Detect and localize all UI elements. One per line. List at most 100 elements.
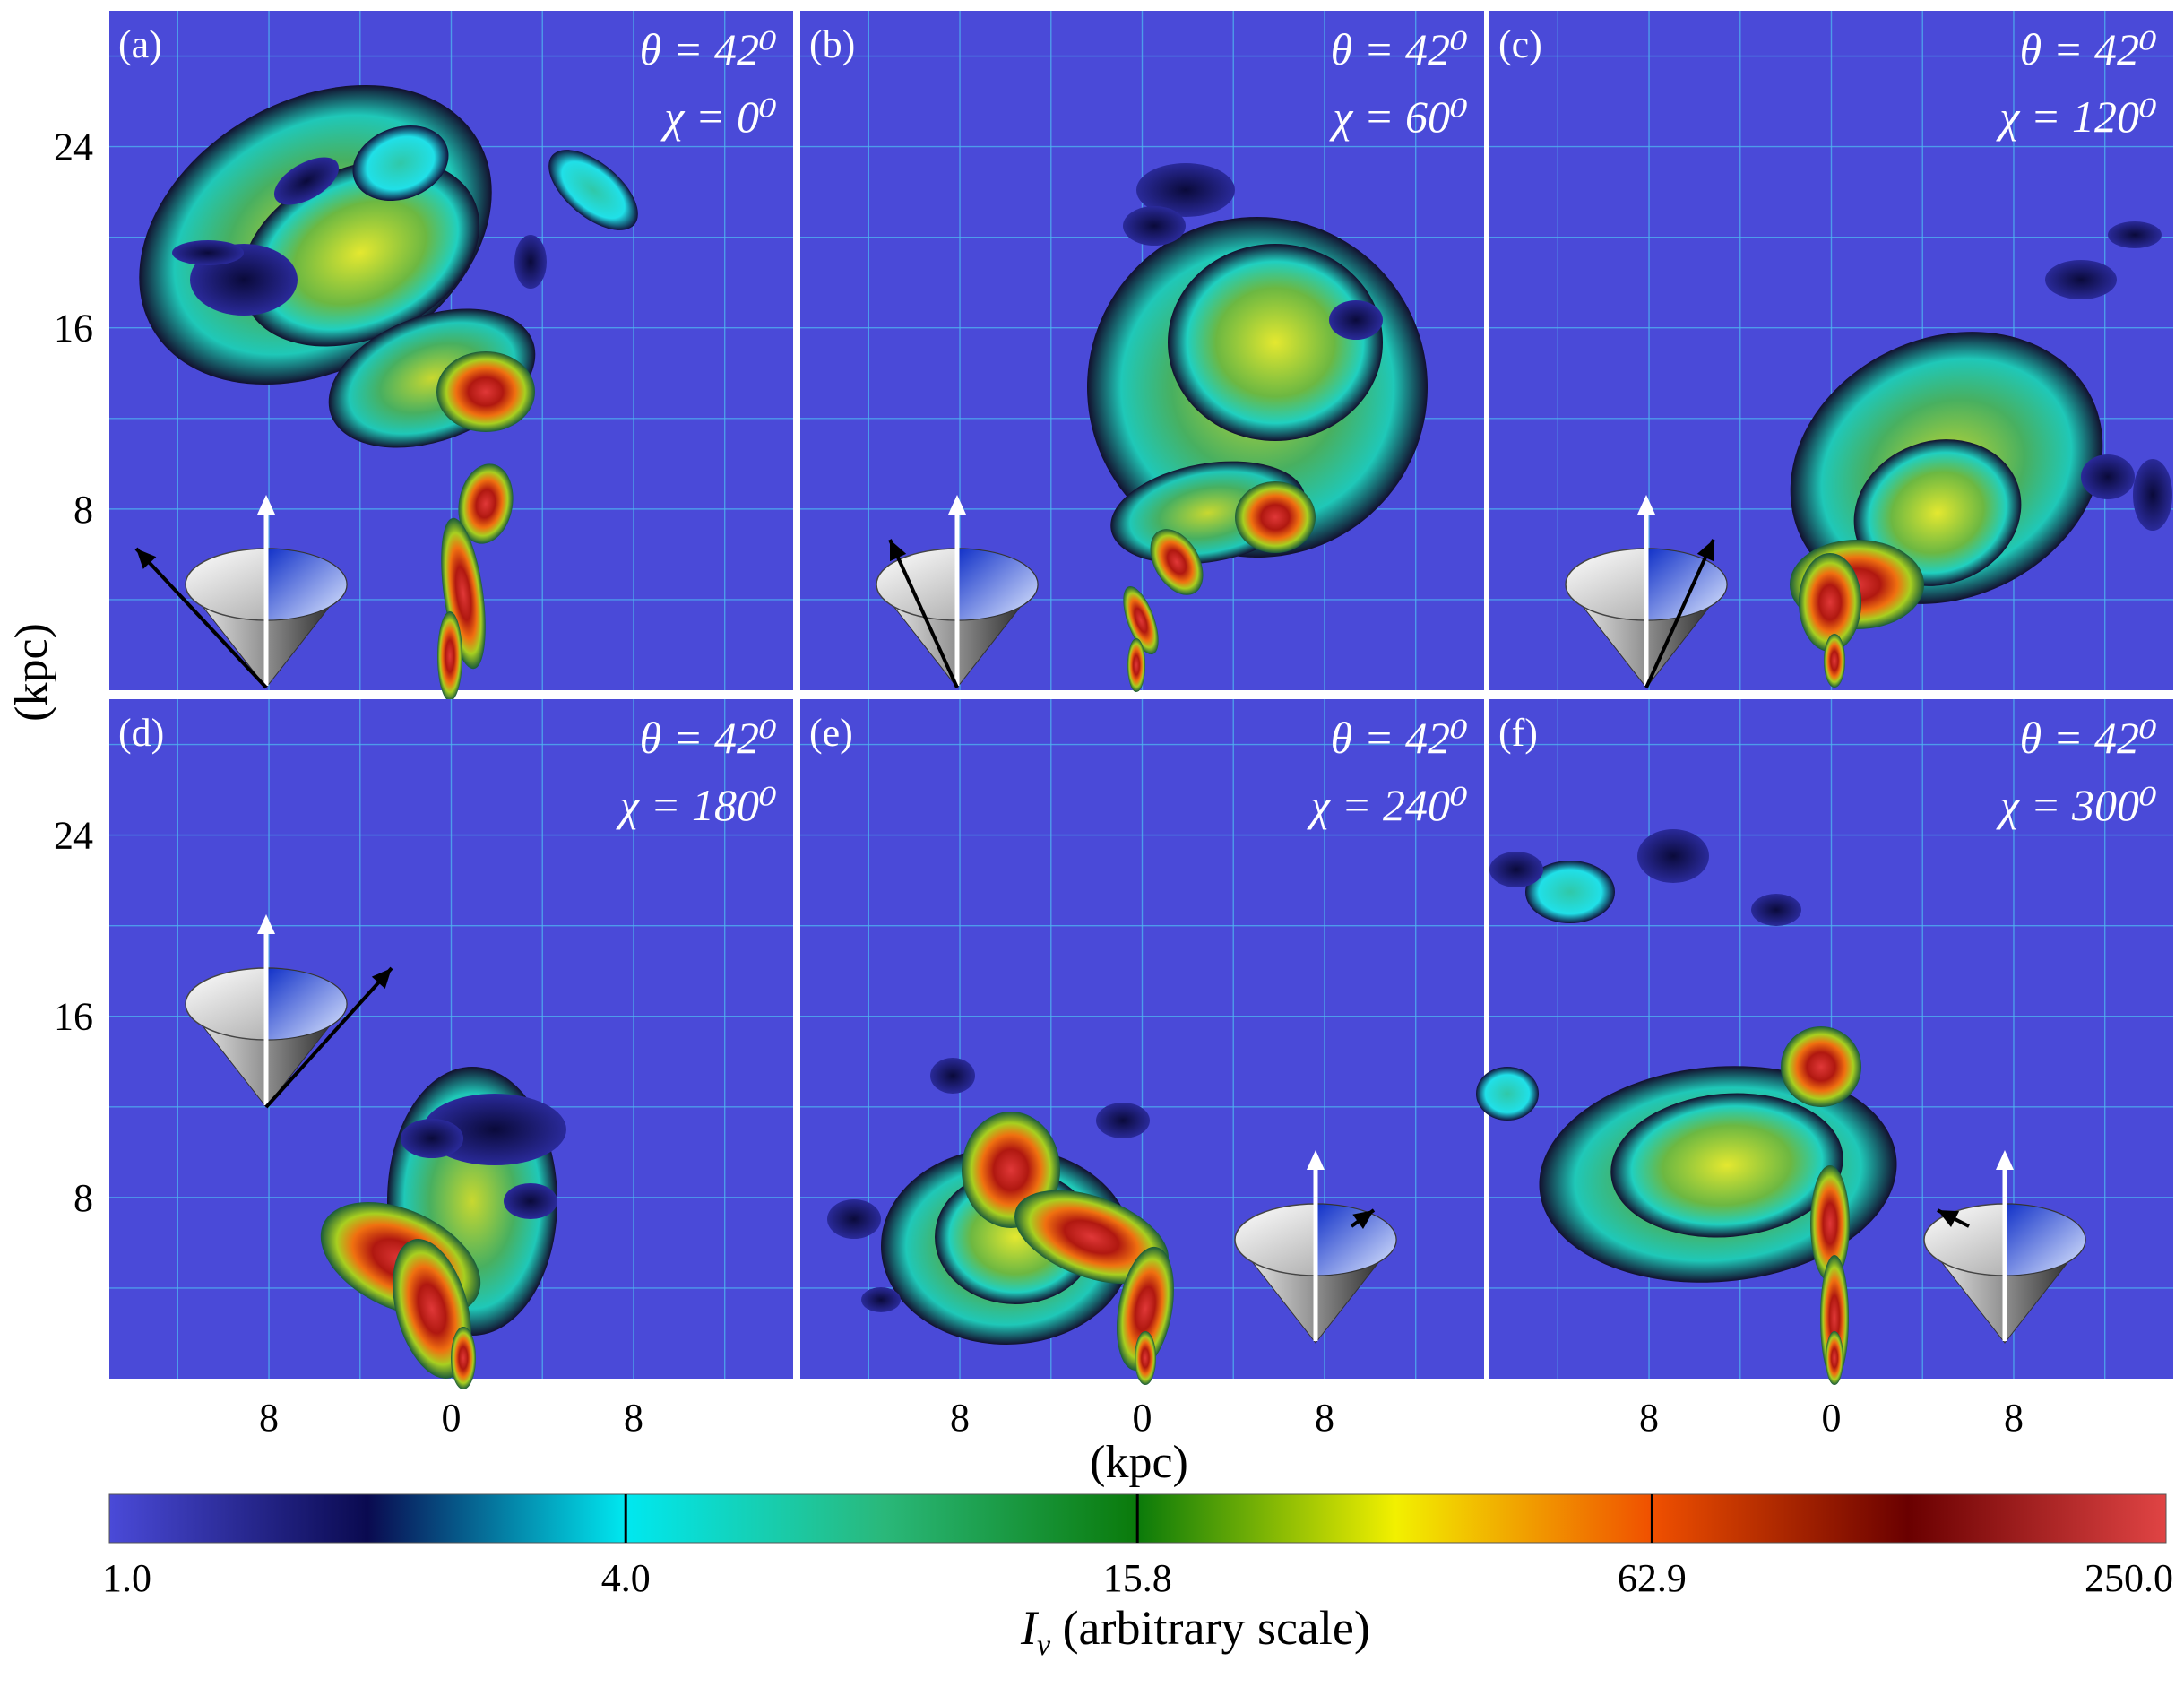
emission-region [451, 1327, 476, 1389]
emission-region [1637, 829, 1709, 883]
cone-inset [1234, 1150, 1397, 1344]
emission-region [2081, 454, 2135, 499]
view-direction-arrow [134, 547, 268, 689]
x-tick-label: 8 [259, 1396, 279, 1440]
emission-region [1136, 163, 1235, 217]
angle-annotation: χ = 120⁰ [1996, 91, 2157, 142]
cone-inset [185, 914, 393, 1109]
colorbar-label-symbol: I [1021, 1601, 1037, 1655]
emission-region [827, 1199, 881, 1239]
panel-e: (e) θ = 42⁰ χ = 240⁰ 8 0 8 [800, 699, 1484, 1440]
emission-region [1123, 586, 1159, 654]
emission-region [1117, 1246, 1174, 1372]
white-arrowhead [257, 495, 275, 515]
white-arrowhead [948, 495, 966, 515]
emission-region [1168, 244, 1383, 441]
y-tick-label: 16 [54, 307, 93, 350]
emission-region [1150, 529, 1204, 595]
emission-region [1799, 553, 1861, 652]
view-arrowhead [1696, 540, 1714, 562]
emission-region [514, 235, 547, 289]
panel-label: (f) [1498, 711, 1538, 755]
emission-region [1751, 894, 1801, 926]
cone-inset [134, 495, 348, 689]
view-arrowhead [371, 968, 392, 990]
emission-region [930, 1058, 975, 1094]
x-tick-label: 8 [1315, 1396, 1334, 1440]
emission-region [1810, 1165, 1850, 1282]
view-arrowhead [890, 540, 907, 562]
emission-region [352, 125, 449, 202]
panel-label: (b) [809, 22, 855, 66]
emission-region [2108, 221, 2162, 248]
cone-blue-sector [265, 548, 348, 621]
emission-region [437, 611, 462, 701]
x-axis-label: (kpc) [1090, 1437, 1188, 1488]
angle-annotation: χ = 0⁰ [660, 91, 777, 142]
colorbar-label-text: (arbitrary scale) [1062, 1601, 1370, 1655]
y-axis-label-wrap: (kpc) [6, 619, 63, 726]
cone-blue-sector [2004, 1203, 2086, 1276]
emission-region [458, 463, 514, 544]
x-tick-label: 8 [2004, 1396, 2024, 1440]
angle-annotation: χ = 240⁰ [1307, 780, 1468, 830]
white-arrowhead [1996, 1150, 2014, 1170]
emission-region [393, 1239, 471, 1379]
emission-region [1525, 861, 1615, 923]
colorbar-tick-label: 1.0 [102, 1556, 151, 1600]
colorbar-tick-label: 250.0 [2085, 1556, 2173, 1600]
y-axis-label: (kpc) [9, 623, 57, 722]
panel-label: (d) [118, 711, 164, 755]
x-tick-label: 8 [950, 1396, 970, 1440]
emission-region [1476, 1067, 1539, 1121]
angle-annotation: θ = 42⁰ [1331, 24, 1468, 74]
panel-d: (d) θ = 42⁰ χ = 180⁰ 8 0 8 24 16 8 [54, 699, 793, 1440]
angle-annotation: χ = 300⁰ [1996, 780, 2157, 830]
white-arrowhead [1307, 1150, 1325, 1170]
x-tick-label: 0 [1133, 1396, 1152, 1440]
view-arrowhead [1352, 1210, 1374, 1229]
colorbar-tick-label: 4.0 [601, 1556, 651, 1600]
colorbar: 1.0 4.0 15.8 62.9 250.0 [102, 1493, 2173, 1600]
emission-region [240, 159, 480, 347]
emission-region [1329, 300, 1383, 340]
panel-a: (a) θ = 42⁰ χ = 0⁰ 24 16 8 [54, 11, 793, 701]
x-tick-label: 8 [1639, 1396, 1659, 1440]
colorbar-tick-label: 15.8 [1103, 1556, 1172, 1600]
y-tick-label: 16 [54, 995, 93, 1039]
view-direction-arrow [264, 966, 393, 1109]
cone-blue-sector [1315, 1203, 1397, 1276]
view-direction-arrow [888, 539, 959, 688]
view-direction-arrow [1644, 539, 1715, 688]
emission-region [2045, 260, 2117, 299]
emission-region [861, 1287, 901, 1312]
white-arrowhead [1637, 495, 1655, 515]
colorbar-tick-label: 62.9 [1618, 1556, 1687, 1600]
emission-region [1096, 1103, 1150, 1138]
emission-region [1826, 1331, 1843, 1385]
emission-region [1235, 481, 1316, 553]
y-tick-label: 24 [54, 814, 93, 858]
emission-region [1781, 1026, 1861, 1107]
angle-annotation: χ = 180⁰ [616, 780, 777, 830]
emission-region [1127, 638, 1145, 692]
y-tick-label: 24 [54, 125, 93, 169]
emission-region [273, 157, 340, 205]
view-arrowhead [1938, 1210, 1960, 1227]
cone-inset [876, 495, 1039, 688]
colorbar-label-subscript: v [1036, 1628, 1051, 1662]
emission-region [1014, 1190, 1169, 1285]
cone-blue-sector [956, 548, 1039, 621]
panel-c: (c) θ = 42⁰ χ = 120⁰ [1489, 11, 2173, 690]
emission-region [1489, 852, 1543, 887]
cone-blue-sector [265, 967, 348, 1041]
y-tick-label: 8 [73, 488, 93, 532]
emission-region [548, 150, 638, 230]
emission-region [172, 240, 244, 265]
emission-region [1610, 1093, 1843, 1238]
x-tick-label: 0 [442, 1396, 462, 1440]
angle-annotation: θ = 42⁰ [640, 24, 777, 74]
white-arrowhead [257, 914, 275, 934]
emission-region [1135, 1331, 1156, 1385]
